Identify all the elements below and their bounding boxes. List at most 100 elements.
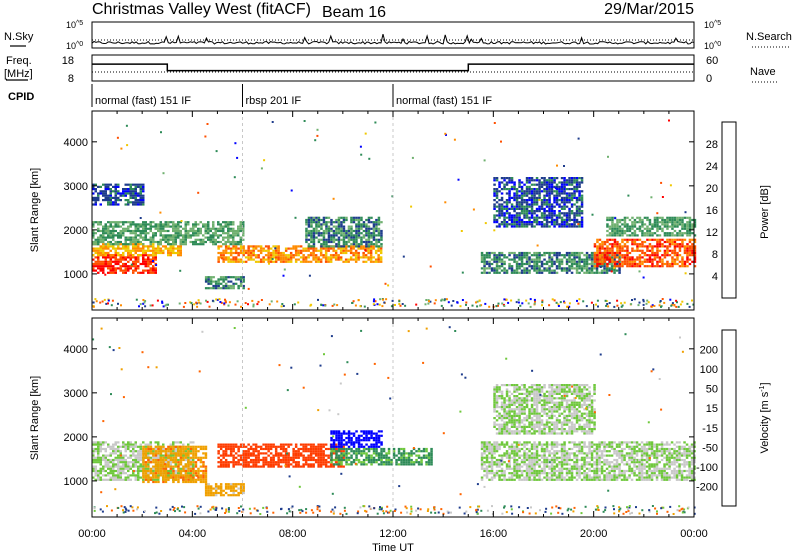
power-grid-layer (242, 111, 394, 310)
noise-dot (637, 304, 640, 307)
noise-dot (393, 510, 396, 512)
noise-dot (567, 507, 570, 510)
colorbar-frame (721, 329, 737, 507)
noise-dot (590, 301, 593, 304)
noise-dot (620, 302, 623, 305)
echo-region (493, 384, 596, 435)
nsearch-label: N.Search (746, 31, 792, 43)
noise-dot (448, 326, 451, 329)
noise-dot (160, 510, 163, 512)
nsky-tick-top-mantissa: 10 (66, 20, 76, 30)
noise-dot (596, 505, 599, 508)
noise-dot (630, 303, 633, 306)
noise-dot (294, 216, 297, 219)
echo-region (204, 276, 245, 290)
nsearch-tick-top-exponent: ^5 (714, 20, 721, 27)
noise-dot (656, 510, 658, 513)
noise-dot (257, 300, 260, 303)
noise-dot (317, 409, 320, 412)
noise-dot (400, 511, 403, 514)
noise-dot (669, 184, 672, 187)
noise-dot (376, 303, 379, 306)
noise-dot (429, 300, 432, 303)
noise-dot (469, 506, 472, 509)
noise-dot (92, 305, 95, 308)
noise-dot (647, 301, 650, 304)
noise-dot (382, 510, 385, 512)
noise-dot (559, 301, 562, 304)
noise-dot (488, 305, 491, 308)
noise-dot (625, 511, 628, 513)
noise-dot (505, 511, 508, 514)
noise-dot (613, 266, 616, 269)
noise-dot (173, 507, 176, 509)
noise-dot (104, 273, 107, 276)
noise-dot (683, 508, 686, 511)
noise-dot (410, 205, 413, 208)
noise-dot (686, 302, 689, 305)
noise-dot (493, 122, 496, 124)
noise-dot (323, 353, 325, 356)
noise-dot (671, 302, 674, 305)
noise-dot (290, 366, 293, 369)
noise-dot (534, 300, 536, 303)
noise-dot (460, 373, 463, 376)
noise-dot (189, 301, 192, 304)
noise-dot (599, 353, 602, 356)
time-axis-labels: 00:00 04:00 08:00 12:00 16:00 20:00 00:00 (78, 528, 708, 540)
noise-dot (582, 300, 585, 303)
noise-dot (662, 506, 665, 509)
noise-dot (472, 208, 475, 211)
noise-dot (510, 505, 513, 508)
noise-dot (380, 508, 383, 511)
svg-text:10^5: 10^5 (66, 20, 83, 30)
noise-dot (195, 301, 198, 304)
noise-dot (357, 510, 360, 513)
power-y-ticks: 1000 2000 3000 4000 (64, 137, 694, 281)
noise-dot (385, 298, 388, 301)
noise-dot (172, 509, 175, 511)
noise-dot (659, 301, 662, 304)
noise-dot (227, 507, 230, 509)
noise-dot (688, 305, 691, 308)
noise-dot (138, 305, 140, 308)
noise-dot (144, 510, 146, 513)
noise-dot (480, 509, 483, 512)
noise-dot (236, 156, 239, 159)
noise-dot (290, 510, 292, 513)
noise-dot (427, 299, 430, 302)
noise-dot (501, 512, 504, 515)
noise-dot (541, 301, 544, 304)
noise-dot (333, 303, 336, 306)
noise-dot (161, 300, 164, 303)
noise-dot (234, 303, 237, 306)
noise-dot (274, 247, 277, 250)
noise-dot (425, 299, 428, 301)
noise-dot (224, 512, 227, 514)
echo-region (92, 254, 157, 274)
noise-dot (659, 300, 662, 302)
echo-region (204, 483, 245, 497)
noise-dot (93, 507, 96, 510)
noise-dot (619, 507, 622, 510)
x-tick-label: 00:00 (680, 528, 708, 540)
noise-dot (503, 505, 506, 508)
cpid-segment-label: rbsp 201 IF (246, 95, 302, 107)
power-ylabel: Slant Range [km] (29, 168, 41, 252)
noise-dot (215, 507, 218, 510)
noise-dot (339, 512, 342, 515)
y-tick-label: 3000 (64, 181, 88, 193)
x-tick-label: 00:00 (78, 528, 106, 540)
noise-dot (476, 300, 479, 303)
noise-dot (124, 510, 127, 513)
noise-dot (330, 335, 333, 338)
noise-dot (553, 299, 556, 302)
noise-dot (176, 508, 179, 511)
noise-dot (627, 508, 630, 511)
cpid-segment-label: normal (fast) 151 IF (396, 95, 492, 107)
noise-dot (343, 373, 346, 376)
noise-dot (555, 301, 558, 304)
noise-dot (270, 300, 273, 303)
noise-dot (196, 505, 199, 508)
noise-dot (343, 509, 346, 512)
